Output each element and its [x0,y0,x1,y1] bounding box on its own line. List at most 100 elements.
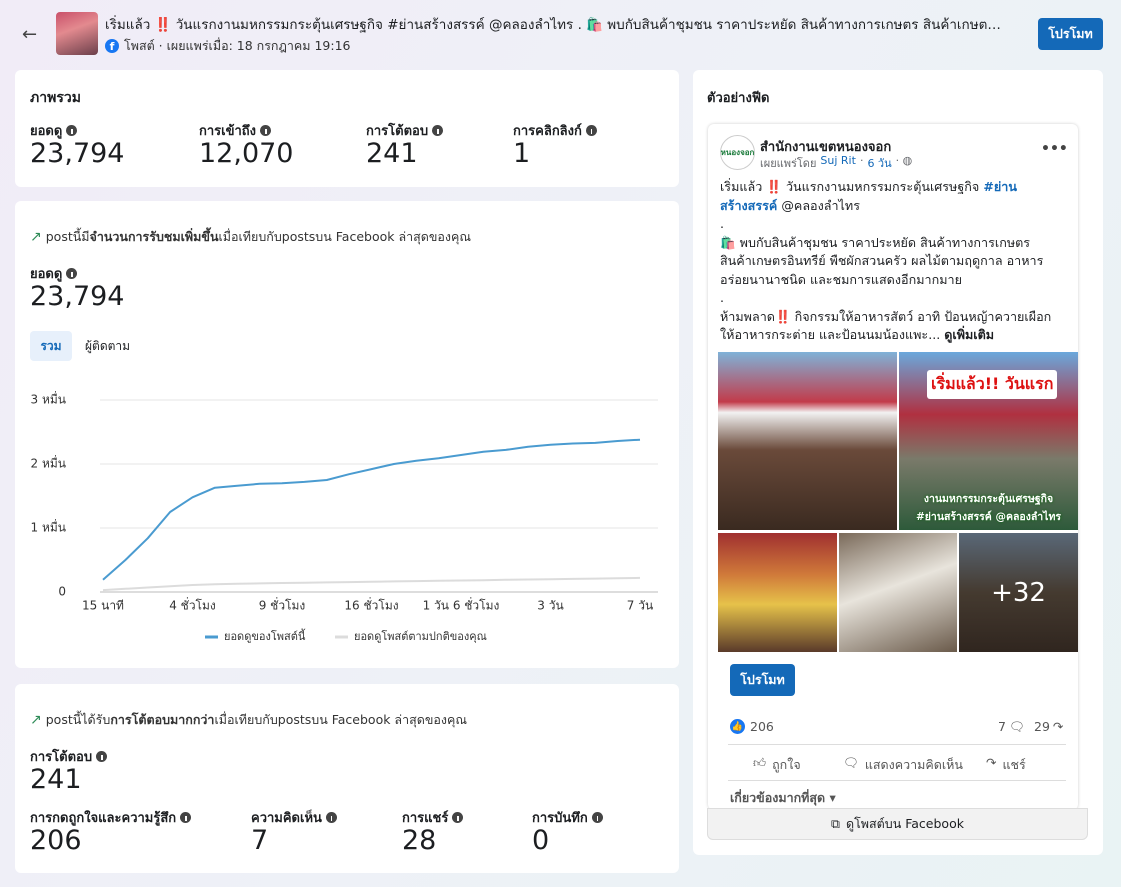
info-icon [66,125,78,136]
x-tick-label: 4 ชั่วโมง [169,597,216,613]
info-icon [66,268,78,279]
icon: 👍︎ [753,755,767,770]
view-on-facebook[interactable]: ⧉ ดูโพสต์บน Facebook [707,808,1088,840]
photo-caption: #ย่านสร้างสรรค์ @คลองลำไทร [915,511,1062,523]
byline-text: เผยแพร่โดย [760,157,817,170]
y-tick-label: 2 หมื่น [31,455,66,471]
post-byline: เผยแพร่โดย Suj Rit · 6 วัน · ◍ [760,154,912,172]
share-icon: ↷ [1052,719,1064,734]
note-text: postนี้มี [45,229,90,244]
post-line: 🛍️ พบกับสินค้าชุมชน ราคาประหยัด สินค้าทา… [720,234,1044,287]
tab[interactable]: ผู้ติดตาม [85,338,131,353]
photo[interactable] [718,533,837,652]
metric-label: การโต้ตอบ [30,746,108,767]
label-text: ยอดดู [30,124,63,139]
post-text: เริ่มแล้ว ‼️ วันแรกงานมหกรรมกระตุ้นเศรษฐ… [720,178,1065,345]
info-icon [452,812,464,823]
metric-label: การเข้าถึง [199,120,272,141]
facebook-icon: f [105,39,119,53]
metric-label: การคลิกลิงก์ [513,120,597,141]
info-icon [432,125,444,136]
comment-count[interactable]: 7 🗨 [998,719,1025,735]
globe-icon: · ◍ [895,154,913,167]
post-line: ห้ามพลาด‼️ กิจกรรมให้อาหารสัตว์ อาทิ ป้อ… [720,308,1052,343]
like-action[interactable]: 👍︎ ถูกใจ [753,755,801,775]
promote-button[interactable]: โปรโมท [1038,18,1103,50]
views-card: ↗ postนี้มีจำนวนการรับชมเพิ่มขึ้นเมื่อเท… [15,201,679,668]
trend-icon: ↗ [30,229,42,245]
metric-label: ยอดดู [30,263,78,284]
metric-label: ยอดดู [30,120,78,141]
metric-label: การแชร์ [402,807,464,828]
more-menu[interactable]: ••• [1041,141,1068,157]
hashtag[interactable]: #ย่านสร้างสรรค์ [720,179,1017,213]
promote-button[interactable]: โปรโมท [730,664,795,696]
note-text: เมื่อเทียบกับpostsบน Facebook ล่าสุดของค… [214,712,467,727]
legend-label: ยอดดูของโพสต์นี้ [224,628,306,643]
back-button[interactable]: ← [22,24,38,45]
icon: 🗨 [843,755,859,770]
info-icon [585,125,597,136]
action-label: แชร์ [1002,757,1026,772]
x-tick-label: 3 วัน [537,599,563,613]
photo-banner: เริ่มแล้ว!! วันแรก [927,370,1058,399]
x-tick-label: 16 ชั่วโมง [344,597,398,613]
photo[interactable] [839,533,957,652]
note-bold: จำนวนการรับชมเพิ่มขึ้น [89,229,219,244]
photo[interactable]: เริ่มแล้ว!! วันแรก งานมหกรรมกระตุ้นเศรษฐ… [899,352,1078,530]
metric-value: 28 [402,825,437,856]
note-text: postนี้ได้รับ [45,712,111,727]
x-tick-label: 15 นาที [82,599,124,613]
divider [728,780,1066,781]
overview-card: ภาพรวม ยอดดู 23,794 การเข้าถึง 12,070 การโต้… [15,70,679,187]
like-icon: 👍 [730,719,745,734]
photo-caption: งานมหกรรมกระตุ้นเศรษฐกิจ [923,493,1054,505]
metric-value: 12,070 [199,138,294,169]
reaction-count: 206 [750,719,774,734]
metric-value: 241 [366,138,418,169]
y-tick-label: 0 [58,585,66,599]
external-icon: ⧉ [831,816,840,831]
author[interactable]: Suj Rit [820,154,856,167]
tab-active[interactable]: รวม [30,331,72,361]
label-text: ความคิดเห็น [251,811,322,826]
metric-label: การโต้ตอบ [366,120,444,141]
label-text: การโต้ตอบ [366,124,429,139]
metric-value: 7 [251,825,269,856]
label-text: การคลิกลิงก์ [513,124,582,139]
info-icon [180,812,192,823]
count: 7 [998,719,1006,734]
photo[interactable] [718,352,897,530]
comment-icon: 🗨 [1008,719,1025,734]
x-tick-label: 9 ชั่วโมง [259,597,306,613]
count: 29 [1034,719,1050,734]
share-action[interactable]: ↷ แชร์ [986,755,1026,775]
series-line [102,438,641,581]
label-text: ยอดดู [30,267,63,282]
metric-value: 23,794 [30,281,125,312]
y-tick-label: 3 หมื่น [31,391,66,407]
divider [728,744,1066,745]
sort-label: เกี่ยวข้องมากที่สุด [730,790,826,805]
page-logo: หนองจอก [720,135,755,170]
trend-icon: ↗ [30,712,42,728]
post-subtitle: โพสต์ · เผยแพร่เมื่อ: 18 กรกฎาคม 19:16 [124,38,351,53]
photo[interactable]: +32 [959,533,1078,652]
label-text: การแชร์ [402,811,449,826]
reactions[interactable]: 👍 206 [730,719,774,734]
metric-value: 241 [30,764,82,795]
post-time[interactable]: 6 วัน [867,157,892,170]
see-more[interactable]: ดูเพิ่มเติม [944,327,995,342]
icon: ↷ [986,755,997,770]
link-label: ดูโพสต์บน Facebook [845,816,964,831]
post-line: . [720,290,725,305]
separator: · [859,154,864,167]
share-count[interactable]: 29 ↷ [1034,719,1063,734]
feed-title: ตัวอย่างฟีด [707,91,770,106]
comment-sort[interactable]: เกี่ยวข้องมากที่สุด ▾ [730,790,836,805]
label-text: การโต้ตอบ [30,750,93,765]
action-label: แสดงความคิดเห็น [864,757,963,772]
comment-action[interactable]: 🗨 แสดงความคิดเห็น [843,755,963,775]
